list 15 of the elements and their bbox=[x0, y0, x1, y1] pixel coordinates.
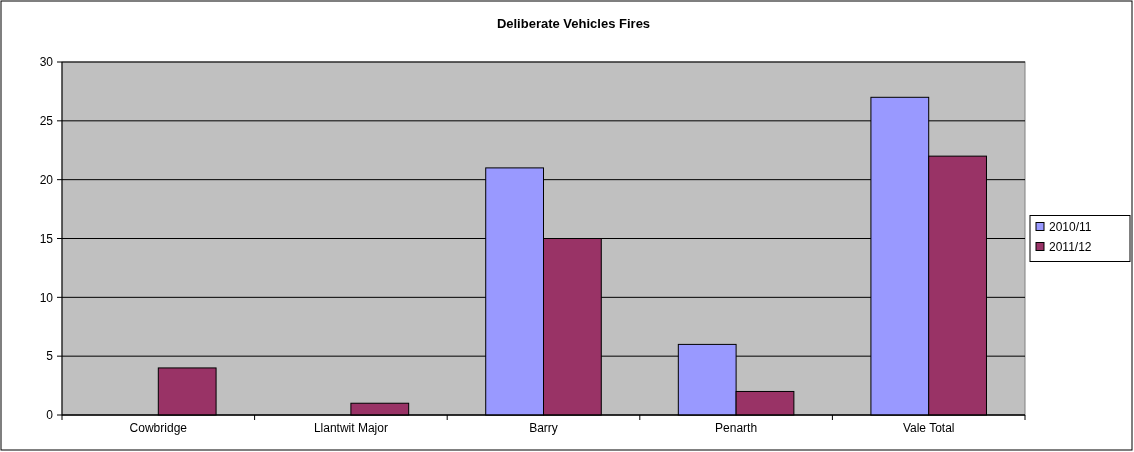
y-tick-label: 15 bbox=[39, 231, 54, 246]
legend-label: 2010/11 bbox=[1049, 219, 1092, 234]
x-tick-label: Barry bbox=[529, 421, 558, 435]
y-tick-label: 30 bbox=[39, 55, 54, 70]
y-tick-label: 10 bbox=[39, 290, 54, 305]
legend-label: 2011/12 bbox=[1049, 239, 1092, 254]
x-tick-label: Vale Total bbox=[902, 421, 955, 435]
x-tick-label: Cowbridge bbox=[129, 421, 188, 435]
y-tick-label: 20 bbox=[39, 172, 54, 187]
x-tick-label: Penarth bbox=[715, 421, 758, 435]
y-tick-label: 25 bbox=[39, 114, 54, 129]
chart-title: Deliberate Vehicles Fires bbox=[496, 16, 651, 31]
y-tick-label: 5 bbox=[46, 349, 54, 364]
y-tick-label: 0 bbox=[46, 408, 54, 423]
x-tick-label: Llantwit Major bbox=[313, 421, 388, 435]
